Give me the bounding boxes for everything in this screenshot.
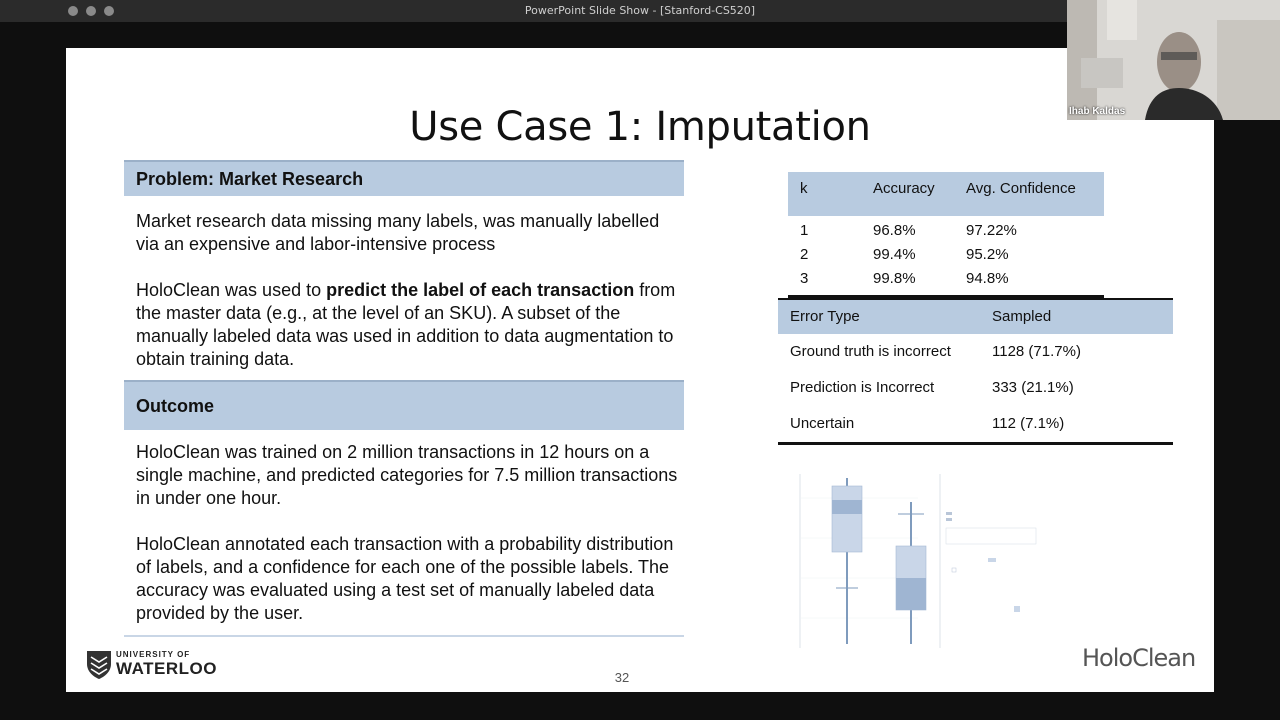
table-cell: 94.8% bbox=[966, 270, 1009, 287]
problem-paragraph-1: Market research data missing many labels… bbox=[136, 211, 660, 254]
left-column-bottom-rule bbox=[124, 635, 684, 637]
plot-left-axis bbox=[799, 474, 941, 648]
close-window-button[interactable] bbox=[68, 6, 78, 16]
table-row: 3 99.8% 94.8% bbox=[788, 268, 1104, 292]
table-cell: 95.2% bbox=[966, 246, 1009, 263]
error-table-top-rule bbox=[778, 298, 1173, 300]
slide: Use Case 1: Imputation Problem: Market R… bbox=[66, 48, 1214, 692]
table-cell: 99.4% bbox=[873, 246, 916, 263]
outcome-paragraph-2: HoloClean annotated each transaction wit… bbox=[136, 534, 674, 623]
table-cell: 112 (7.1%) bbox=[992, 415, 1065, 432]
table-cell: 3 bbox=[800, 270, 809, 287]
table-cell: 96.8% bbox=[873, 222, 916, 239]
error-type-table: Error Type Sampled Ground truth is incor… bbox=[778, 298, 1173, 445]
slide-title: Use Case 1: Imputation bbox=[409, 104, 871, 150]
error-table-bottom-rule bbox=[778, 442, 1173, 445]
problem-p2-prefix: HoloClean was used to bbox=[136, 280, 327, 300]
sampled-header: Sampled bbox=[992, 308, 1052, 325]
k-accuracy-table: k Accuracy Avg. Confidence 1 96.8% 97.22… bbox=[788, 172, 1104, 298]
table-cell: 1128 (71.7%) bbox=[992, 343, 1081, 360]
box-plot-series-1 bbox=[831, 478, 863, 644]
k-header: k bbox=[800, 180, 808, 197]
table-row: 2 99.4% 95.2% bbox=[788, 244, 1104, 268]
minimize-window-button[interactable] bbox=[86, 6, 96, 16]
zoom-window-button[interactable] bbox=[104, 6, 114, 16]
waterloo-crest-icon bbox=[87, 651, 111, 679]
table-row: Uncertain 112 (7.1%) bbox=[778, 406, 1173, 442]
plot-right-panel bbox=[945, 512, 1037, 612]
table-cell: Uncertain bbox=[790, 415, 855, 432]
participant-name: Ihab Kaldas bbox=[1069, 106, 1126, 117]
problem-paragraph-2: HoloClean was used to predict the label … bbox=[136, 279, 684, 371]
accuracy-header: Accuracy bbox=[873, 180, 935, 197]
error-type-header: Error Type bbox=[790, 308, 860, 325]
table-row: Ground truth is incorrect 1128 (71.7%) bbox=[778, 334, 1173, 370]
webcam-video-tile[interactable]: Ihab Kaldas bbox=[1067, 0, 1280, 120]
table-cell: Ground truth is incorrect bbox=[790, 343, 951, 360]
table-cell: 2 bbox=[800, 246, 809, 263]
problem-p2-bold: predict the label of each transaction bbox=[326, 280, 635, 300]
window-title: PowerPoint Slide Show - [Stanford-CS520] bbox=[524, 4, 756, 17]
error-table-header: Error Type Sampled bbox=[778, 300, 1173, 334]
university-of-label: UNIVERSITY OF bbox=[116, 650, 191, 659]
confidence-box-plot-thumbnail bbox=[799, 474, 1037, 648]
waterloo-label: WATERLOO bbox=[116, 659, 217, 678]
table-cell: Prediction is Incorrect bbox=[790, 379, 935, 396]
k-table-bottom-rule bbox=[788, 295, 1104, 298]
university-of-waterloo-logo: UNIVERSITY OF WATERLOO bbox=[86, 648, 216, 682]
table-row: Prediction is Incorrect 333 (21.1%) bbox=[778, 370, 1173, 406]
holoclean-logo: HoloClean bbox=[1082, 644, 1196, 672]
problem-p2-suffix: from the master data (e.g., at the level… bbox=[136, 280, 676, 369]
webcam-video-frame bbox=[1067, 0, 1280, 120]
box-plot-series-2 bbox=[895, 502, 927, 644]
window-titlebar: PowerPoint Slide Show - [Stanford-CS520] bbox=[0, 0, 1280, 22]
table-cell: 333 (21.1%) bbox=[992, 379, 1074, 396]
table-cell: 97.22% bbox=[966, 222, 1017, 239]
outcome-heading: Outcome bbox=[136, 396, 215, 416]
slide-page-number: 32 bbox=[614, 670, 630, 685]
table-row: 1 96.8% 97.22% bbox=[788, 220, 1104, 244]
outcome-heading-band: Outcome bbox=[124, 380, 684, 430]
problem-heading-band: Problem: Market Research bbox=[124, 160, 684, 196]
table-cell: 1 bbox=[800, 222, 809, 239]
table-cell: 99.8% bbox=[873, 270, 916, 287]
k-table-header: k Accuracy Avg. Confidence bbox=[788, 172, 1104, 216]
confidence-header: Avg. Confidence bbox=[966, 180, 1076, 197]
outcome-paragraph-1: HoloClean was trained on 2 million trans… bbox=[136, 442, 678, 508]
problem-heading: Problem: Market Research bbox=[136, 169, 364, 189]
